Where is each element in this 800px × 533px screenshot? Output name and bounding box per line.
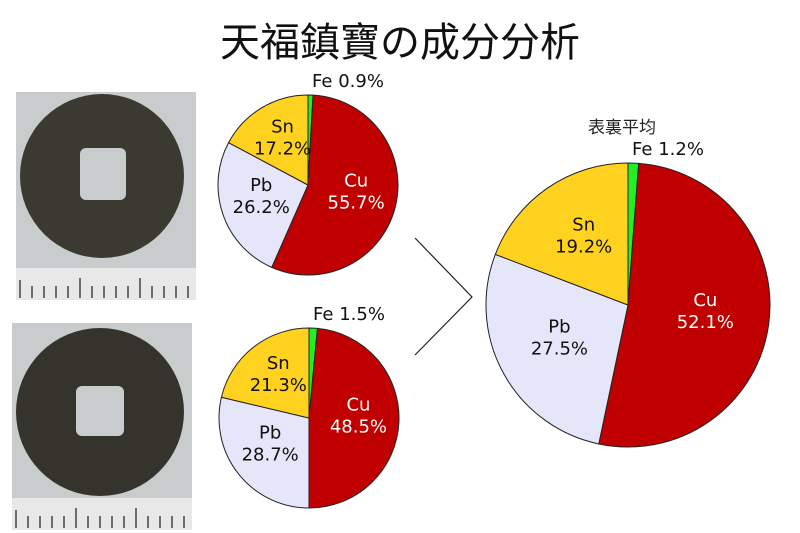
slice-category: Pb (259, 423, 281, 444)
slice-label: Sn 21.3% (250, 353, 307, 396)
slice-label: Cu 55.7% (328, 171, 385, 214)
pie-slice (227, 94, 309, 186)
slice-value: 17.2% (254, 139, 311, 160)
slice-label: Cu 48.5% (330, 394, 387, 437)
slice-value: 52.1% (677, 312, 734, 333)
slice-category: Fe (312, 71, 332, 92)
slice-value: 0.9% (338, 71, 384, 92)
slice-label: Fe 0.9% (312, 71, 384, 92)
slice-label: Fe 1.5% (313, 304, 385, 325)
slice-category: Sn (267, 353, 290, 374)
slice-category: Cu (346, 394, 370, 415)
slice-value: 26.2% (233, 197, 290, 218)
slice-value: 19.2% (555, 237, 612, 258)
slice-category: Fe (313, 304, 333, 325)
slice-category: Pb (548, 316, 570, 337)
pie-slice (217, 141, 309, 269)
slice-label: Fe 1.2% (632, 139, 704, 160)
pie-slice (308, 327, 400, 509)
coin-photo (16, 92, 196, 300)
slice-value: 1.5% (339, 304, 385, 325)
pie-slice (218, 396, 310, 509)
pie-title: 表裏平均 (588, 117, 656, 138)
slice-value: 48.5% (330, 416, 387, 437)
slice-label: Sn 17.2% (254, 117, 311, 160)
slice-category: Cu (693, 290, 717, 311)
slice-category: Pb (250, 175, 272, 196)
slice-value: 28.7% (242, 445, 299, 466)
arrow (414, 237, 473, 356)
slice-value: 55.7% (328, 193, 385, 214)
slice-label: Cu 52.1% (677, 290, 734, 333)
pie-slice (598, 162, 771, 448)
slice-category: Cu (344, 171, 368, 192)
pie-slice (485, 253, 629, 445)
slice-value: 1.2% (658, 139, 704, 160)
slice-label: Sn 19.2% (555, 215, 612, 258)
slice-category: Sn (572, 215, 595, 236)
slice-value: 27.5% (531, 338, 588, 359)
pie-slice (271, 94, 399, 276)
slice-label: Pb 28.7% (242, 423, 299, 466)
slice-label: Pb 26.2% (233, 175, 290, 218)
slide-title: 天福鎮寶の成分分析 (220, 20, 580, 66)
slice-value: 21.3% (250, 375, 307, 396)
coin-photo (12, 323, 192, 530)
slice-category: Fe (632, 139, 652, 160)
slice-label: Pb 27.5% (531, 316, 588, 359)
pie-slice (494, 162, 629, 306)
slice-category: Sn (271, 117, 294, 138)
pie-slice (220, 327, 310, 419)
